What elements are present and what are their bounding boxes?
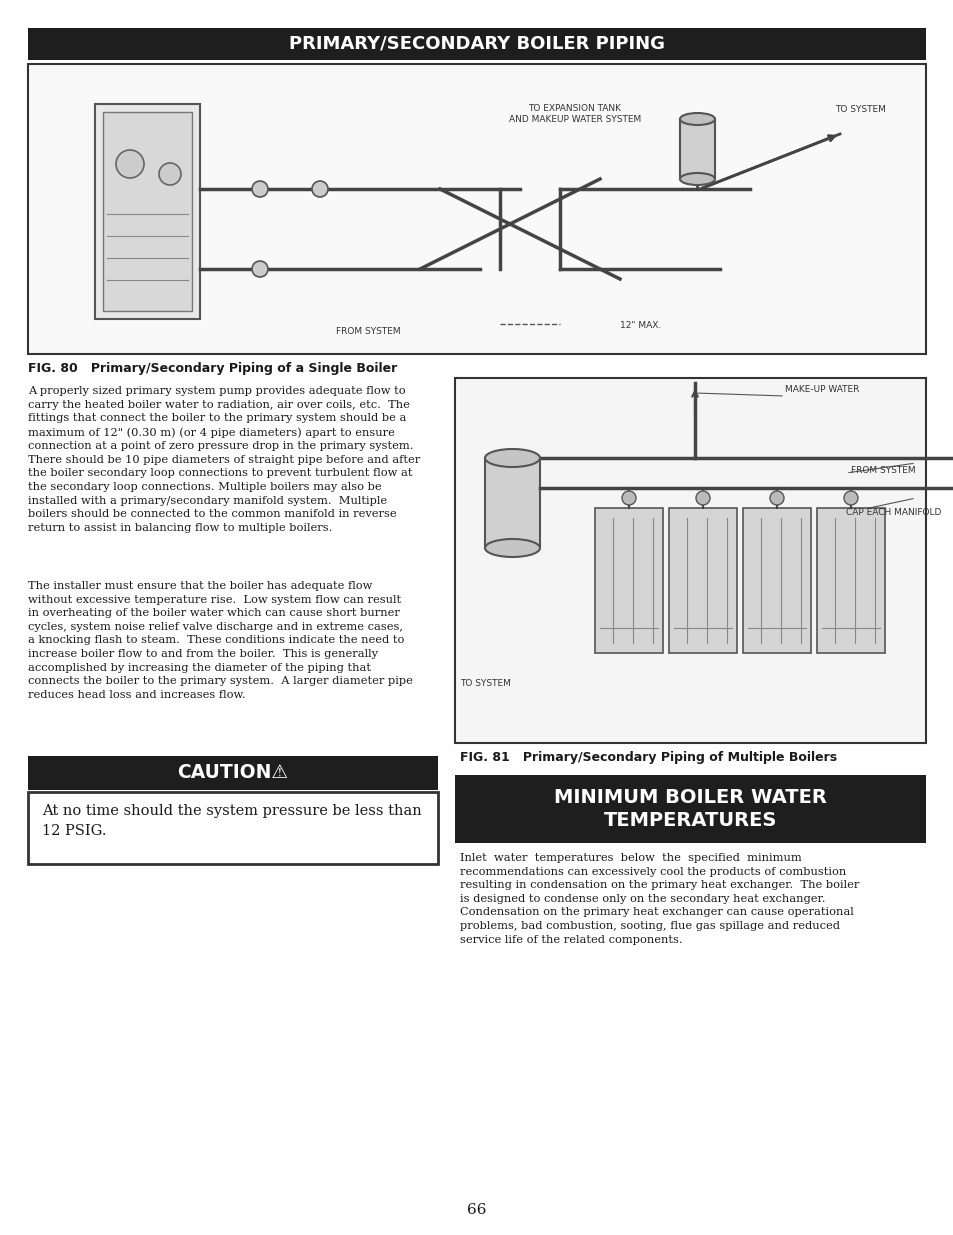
Text: Inlet  water  temperatures  below  the  specified  minimum
recommendations can e: Inlet water temperatures below the speci… bbox=[459, 853, 859, 945]
Text: MINIMUM BOILER WATER
TEMPERATURES: MINIMUM BOILER WATER TEMPERATURES bbox=[554, 788, 826, 830]
Bar bbox=[28, 756, 437, 790]
Ellipse shape bbox=[484, 538, 539, 557]
Text: A properly sized primary system pump provides adequate flow to
carry the heated : A properly sized primary system pump pro… bbox=[28, 387, 420, 532]
Text: FIG. 81   Primary/Secondary Piping of Multiple Boilers: FIG. 81 Primary/Secondary Piping of Mult… bbox=[459, 751, 836, 764]
Ellipse shape bbox=[679, 173, 714, 185]
Ellipse shape bbox=[159, 163, 181, 185]
Bar bbox=[455, 378, 925, 743]
Text: 12" MAX.: 12" MAX. bbox=[619, 321, 660, 331]
Bar bbox=[742, 508, 810, 653]
Bar bbox=[28, 28, 925, 61]
Bar bbox=[28, 64, 925, 354]
Ellipse shape bbox=[696, 492, 709, 505]
Text: At no time should the system pressure be less than
12 PSIG.: At no time should the system pressure be… bbox=[42, 804, 421, 839]
Bar bbox=[679, 119, 714, 179]
Text: The installer must ensure that the boiler has adequate flow
without excessive te: The installer must ensure that the boile… bbox=[28, 580, 413, 700]
Text: TO SYSTEM: TO SYSTEM bbox=[459, 678, 511, 688]
Text: FIG. 80   Primary/Secondary Piping of a Single Boiler: FIG. 80 Primary/Secondary Piping of a Si… bbox=[28, 362, 396, 375]
Text: FROM SYSTEM: FROM SYSTEM bbox=[335, 327, 400, 336]
Text: TO EXPANSION TANK
AND MAKEUP WATER SYSTEM: TO EXPANSION TANK AND MAKEUP WATER SYSTE… bbox=[508, 104, 640, 124]
Bar bbox=[455, 776, 925, 844]
Bar bbox=[95, 104, 200, 319]
Bar bbox=[103, 112, 192, 311]
Ellipse shape bbox=[769, 492, 783, 505]
Text: CAUTION⚠: CAUTION⚠ bbox=[177, 763, 288, 783]
Ellipse shape bbox=[252, 261, 268, 277]
Bar bbox=[28, 792, 437, 864]
Text: TO SYSTEM: TO SYSTEM bbox=[834, 105, 885, 114]
Ellipse shape bbox=[484, 450, 539, 467]
Ellipse shape bbox=[843, 492, 857, 505]
Text: 66: 66 bbox=[467, 1203, 486, 1216]
Bar bbox=[668, 508, 737, 653]
Bar bbox=[484, 458, 539, 548]
Ellipse shape bbox=[312, 182, 328, 198]
Bar bbox=[816, 508, 884, 653]
Text: CAP EACH MANIFOLD: CAP EACH MANIFOLD bbox=[845, 508, 941, 517]
Ellipse shape bbox=[252, 182, 268, 198]
Text: FROM SYSTEM: FROM SYSTEM bbox=[850, 466, 915, 475]
Ellipse shape bbox=[679, 112, 714, 125]
Text: PRIMARY/SECONDARY BOILER PIPING: PRIMARY/SECONDARY BOILER PIPING bbox=[289, 35, 664, 53]
Text: MAKE-UP WATER: MAKE-UP WATER bbox=[784, 385, 859, 394]
Ellipse shape bbox=[621, 492, 636, 505]
Ellipse shape bbox=[116, 149, 144, 178]
Bar bbox=[595, 508, 662, 653]
